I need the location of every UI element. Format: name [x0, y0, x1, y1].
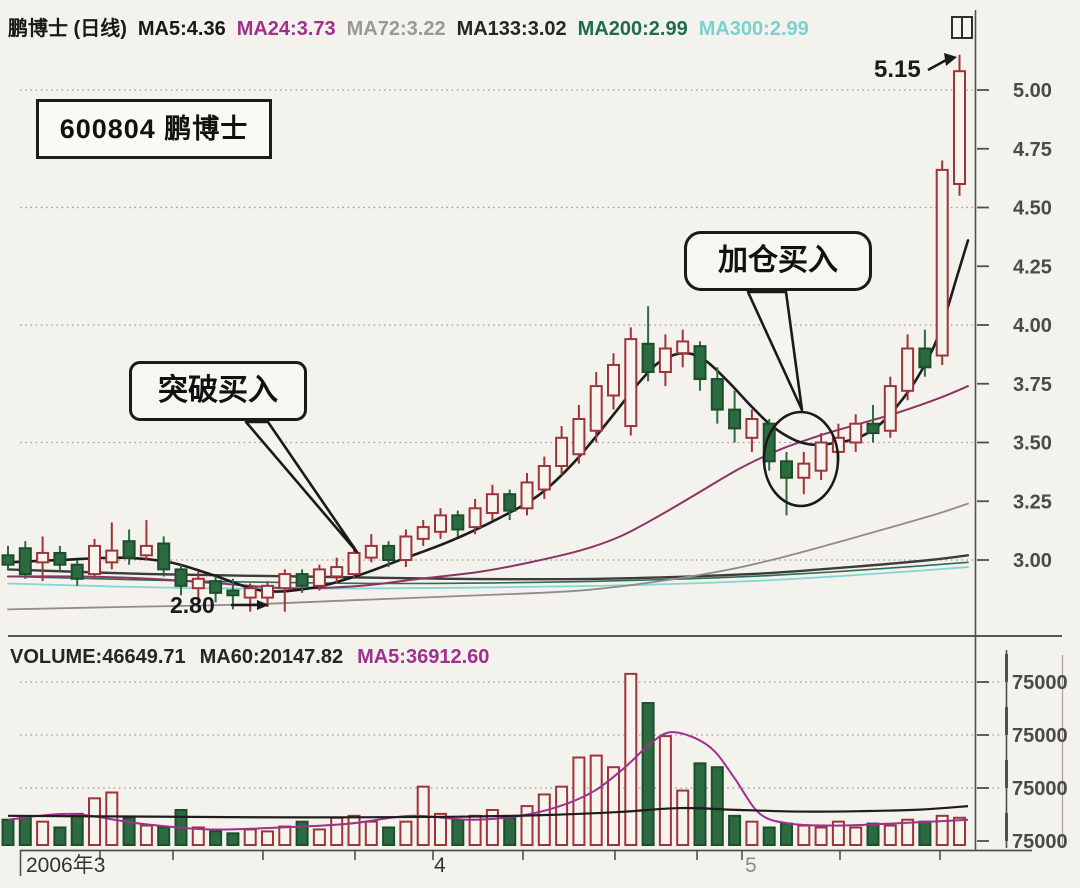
- header-segment: MA133:3.02: [456, 18, 567, 40]
- header-segment: MA72:3.22: [346, 18, 446, 40]
- svg-text:5: 5: [745, 854, 757, 877]
- svg-text:75000: 75000: [1012, 831, 1068, 853]
- volume-header: VOLUME:46649.71 MA60:20147.82 MA5:36912.60: [10, 646, 503, 669]
- header-segment: MA5:36912.60: [357, 646, 490, 668]
- breakout-buy-callout: 突破买入: [129, 361, 307, 421]
- header-segment: MA60:20147.82: [199, 646, 344, 668]
- svg-text:3.00: 3.00: [1013, 550, 1052, 572]
- svg-text:5.00: 5.00: [1013, 80, 1052, 102]
- header-segment: MA200:2.99: [577, 18, 688, 40]
- svg-text:75000: 75000: [1012, 725, 1068, 747]
- stock-label-box: 600804 鹏博士: [36, 99, 272, 159]
- header-segment: MA24:3.73: [236, 18, 336, 40]
- svg-text:4.75: 4.75: [1013, 139, 1052, 161]
- header-segment: 鹏博士 (日线): [8, 18, 127, 40]
- split-window-icon-bar: [961, 18, 963, 37]
- svg-text:75000: 75000: [1012, 778, 1068, 800]
- svg-text:3.75: 3.75: [1013, 374, 1052, 396]
- svg-text:2006年3: 2006年3: [26, 854, 105, 877]
- svg-text:2.80: 2.80: [170, 592, 215, 618]
- add-position-buy-callout: 加仓买入: [684, 231, 872, 291]
- header-segment: MA300:2.99: [698, 18, 809, 40]
- svg-text:5.15: 5.15: [874, 56, 921, 83]
- svg-text:3.50: 3.50: [1013, 433, 1052, 455]
- header-segment: MA5:4.36: [137, 18, 226, 40]
- svg-text:4: 4: [434, 854, 446, 877]
- chart-header: 鹏博士 (日线) MA5:4.36 MA24:3.73 MA72:3.22 MA133:…: [8, 12, 820, 41]
- split-window-icon[interactable]: [951, 16, 973, 39]
- header-segment: VOLUME:46649.71: [10, 646, 186, 668]
- svg-text:4.25: 4.25: [1013, 256, 1052, 278]
- svg-text:4.50: 4.50: [1013, 198, 1052, 220]
- svg-text:3.25: 3.25: [1013, 491, 1052, 513]
- svg-text:4.00: 4.00: [1013, 315, 1052, 337]
- svg-text:75000: 75000: [1012, 672, 1068, 694]
